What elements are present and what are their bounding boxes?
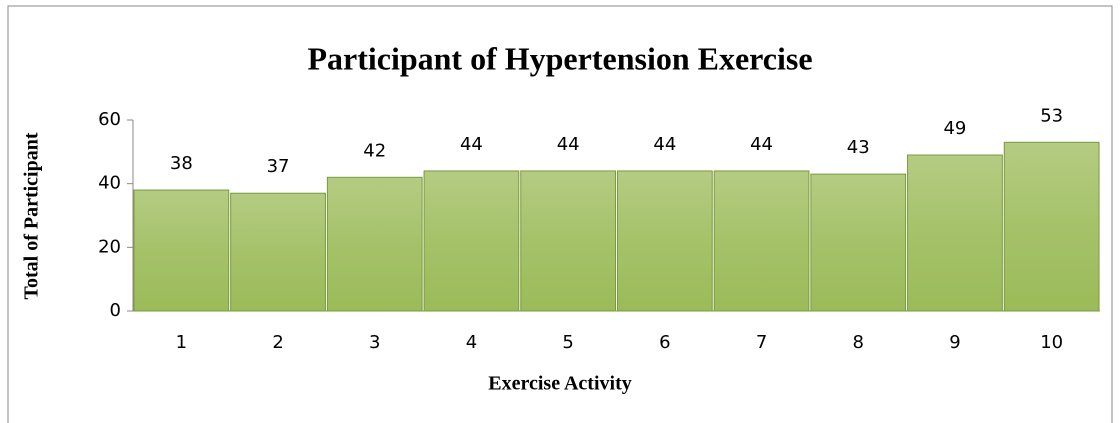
data-label: 42 — [363, 140, 386, 161]
data-label: 53 — [1040, 105, 1063, 126]
x-tick-label: 10 — [1040, 332, 1063, 353]
chart-frame — [7, 5, 1113, 423]
data-label: 44 — [750, 134, 773, 155]
data-label: 43 — [847, 137, 870, 158]
y-tick-label: 60 — [98, 109, 121, 130]
y-axis-label: Total of Participant — [21, 132, 43, 299]
x-tick-label: 1 — [176, 332, 187, 353]
data-label: 44 — [557, 134, 580, 155]
bar — [133, 189, 230, 312]
bar — [520, 170, 617, 312]
bar — [1003, 141, 1100, 312]
x-tick-label: 2 — [272, 332, 283, 353]
bar — [810, 173, 907, 312]
chart-title: Participant of Hypertension Exercise — [307, 40, 812, 76]
y-tick-label: 0 — [110, 300, 121, 321]
bar — [713, 170, 810, 312]
y-tick-label: 40 — [98, 173, 121, 194]
bar — [616, 170, 713, 312]
bar — [423, 170, 520, 312]
x-tick-label: 3 — [369, 332, 380, 353]
x-tick-label: 4 — [466, 332, 477, 353]
x-tick-label: 6 — [659, 332, 670, 353]
y-tick-label: 20 — [98, 236, 121, 257]
data-label: 44 — [653, 134, 676, 155]
bar — [907, 154, 1003, 312]
data-label: 37 — [267, 156, 290, 177]
x-tick-label: 9 — [949, 332, 960, 353]
x-axis-label: Exercise Activity — [488, 373, 631, 395]
x-tick-label: 7 — [756, 332, 767, 353]
bar — [230, 192, 326, 312]
bar — [326, 176, 423, 312]
data-label: 38 — [170, 153, 193, 174]
data-label: 44 — [460, 134, 483, 155]
x-tick-label: 5 — [562, 332, 573, 353]
x-tick-label: 8 — [853, 332, 864, 353]
data-label: 49 — [943, 118, 966, 139]
